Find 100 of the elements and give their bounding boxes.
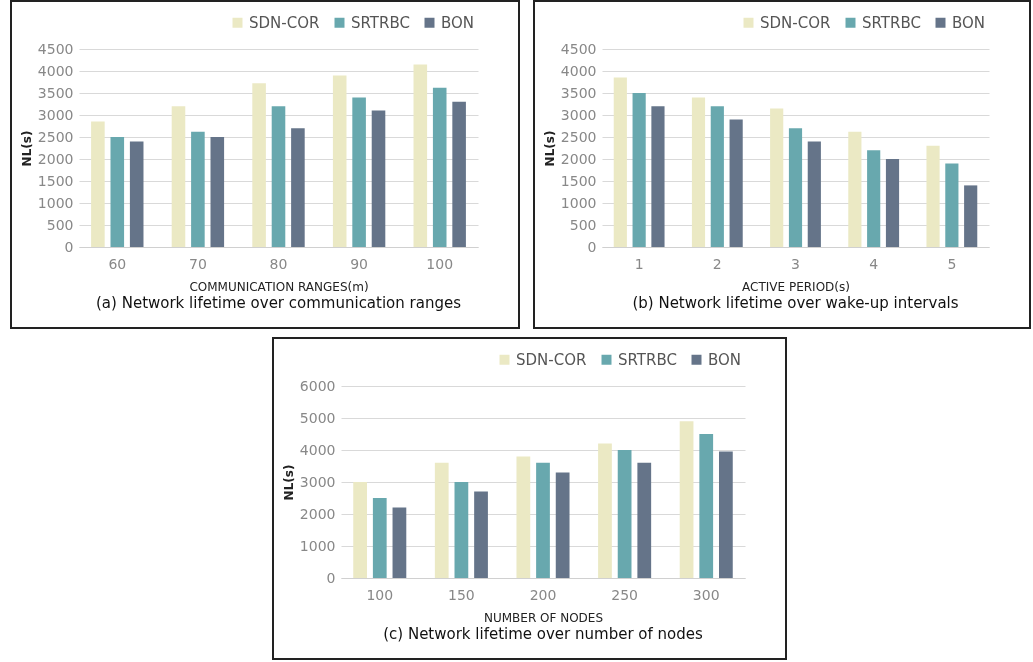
x-tick-label: 300	[692, 586, 720, 603]
x-tick-label: 150	[448, 586, 475, 603]
x-tick-label: 100	[426, 255, 454, 272]
y-tick-label: 2000	[37, 150, 74, 167]
bar	[110, 137, 125, 247]
bar	[848, 131, 862, 247]
x-axis-title: NUMBER OF NODES	[483, 610, 604, 625]
y-tick-label: 500	[46, 216, 74, 233]
bar	[271, 106, 286, 247]
y-tick-label: 4000	[560, 62, 597, 79]
x-tick-label: 80	[269, 255, 288, 272]
bar	[434, 462, 449, 578]
bar	[598, 443, 612, 578]
bar	[91, 121, 105, 247]
bar	[719, 451, 733, 578]
bar	[413, 64, 428, 247]
bar	[352, 97, 366, 247]
legend-label: SDN-COR	[760, 13, 831, 32]
text: (c) Network lifetime over number of nodes	[383, 625, 703, 643]
y-tick-label: 3500	[37, 84, 74, 101]
y-tick-label: 2500	[37, 128, 74, 145]
legend-label: SDN-COR	[249, 13, 320, 32]
y-tick-label: 0	[326, 569, 336, 586]
x-tick-label: 5	[947, 255, 957, 272]
y-tick-label: 6000	[299, 377, 336, 394]
x-tick-label: 200	[529, 586, 557, 603]
bar	[691, 97, 706, 247]
bar	[555, 472, 570, 578]
legend-label: SRTRBC	[351, 13, 410, 32]
y-tick-label: 3000	[560, 106, 597, 123]
bar	[807, 141, 821, 247]
bar	[291, 128, 305, 247]
y-tick-label: 3000	[37, 106, 74, 123]
legend-label: SRTRBC	[618, 350, 677, 369]
y-tick-label: 4500	[37, 40, 74, 57]
y-tick-label: 0	[587, 238, 597, 255]
bar	[392, 507, 407, 578]
bar	[964, 185, 978, 247]
bar	[926, 145, 940, 247]
legend-label: BON	[708, 350, 742, 369]
y-tick-label: 1000	[560, 194, 597, 211]
text: (b) Network lifetime over wake-up intervals	[632, 294, 959, 312]
bar	[191, 131, 205, 247]
bar	[454, 482, 469, 578]
x-tick-label: 2	[712, 255, 722, 272]
x-axis-title: ACTIVE PERIOD(s)	[742, 279, 850, 294]
y-tick-label: 2000	[560, 150, 597, 167]
legend-label: SDN-COR	[516, 350, 587, 369]
text: (a) Network lifetime over communication ranges	[96, 294, 462, 312]
bar	[516, 456, 531, 578]
bar	[129, 141, 144, 247]
bar	[788, 128, 803, 247]
x-tick-label: 100	[366, 586, 394, 603]
bar	[699, 434, 714, 578]
bar	[885, 159, 900, 247]
bar	[252, 83, 266, 247]
y-tick-label: 5000	[299, 409, 336, 426]
y-tick-label: 3000	[299, 473, 336, 490]
x-tick-label: 3	[791, 255, 800, 272]
bar	[210, 137, 225, 247]
bar	[613, 77, 627, 247]
bar	[617, 450, 632, 578]
y-tick-label: 2500	[560, 128, 597, 145]
x-tick-label: 90	[350, 255, 369, 272]
bar	[474, 491, 488, 578]
bar	[679, 421, 694, 578]
y-tick-label: 1000	[299, 537, 336, 554]
legend-label: BON	[952, 13, 986, 32]
y-tick-label: 3500	[560, 84, 597, 101]
y-tick-label: 2000	[299, 505, 336, 522]
bar	[729, 119, 743, 247]
x-tick-label: 4	[869, 255, 879, 272]
legend-label: BON	[441, 13, 475, 32]
y-axis-title: NL(s)	[19, 130, 34, 167]
bar	[371, 110, 386, 247]
bar	[867, 150, 881, 247]
bar	[710, 106, 724, 247]
bar	[770, 108, 784, 247]
bar	[452, 101, 466, 247]
bar	[372, 498, 387, 578]
y-tick-label: 1000	[37, 194, 74, 211]
y-tick-label: 500	[569, 216, 597, 233]
x-tick-label: 250	[611, 586, 638, 603]
y-tick-label: 4000	[299, 441, 336, 458]
x-axis-title: COMMUNICATION RANGES(m)	[189, 279, 369, 294]
bar	[651, 106, 665, 247]
y-axis-title: NL(s)	[542, 130, 557, 167]
bar	[945, 163, 959, 247]
y-tick-label: 0	[64, 238, 74, 255]
bar	[637, 462, 652, 578]
y-axis-title: NL(s)	[281, 464, 296, 501]
y-tick-label: 4500	[560, 40, 597, 57]
legend-label: SRTRBC	[862, 13, 921, 32]
x-tick-label: 1	[634, 255, 644, 272]
bar	[353, 482, 367, 578]
bar	[536, 462, 550, 578]
bar	[332, 75, 347, 247]
y-tick-label: 1500	[560, 172, 597, 189]
y-tick-label: 1500	[37, 172, 74, 189]
x-tick-label: 60	[108, 255, 127, 272]
